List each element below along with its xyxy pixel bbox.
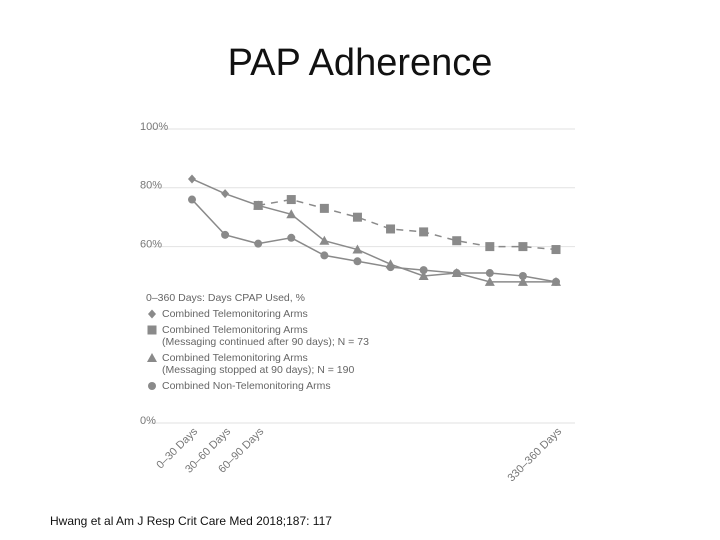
marker (386, 263, 395, 272)
marker (147, 353, 157, 362)
legend-item: Combined Telemonitoring Arms (Messaging … (146, 352, 369, 376)
legend-label: Combined Non-Telemonitoring Arms (162, 380, 331, 392)
marker (452, 269, 461, 278)
legend-item: Combined Telemonitoring Arms (146, 308, 369, 320)
marker (353, 257, 362, 266)
marker (552, 277, 560, 286)
marker (221, 230, 230, 239)
marker (518, 272, 527, 280)
y-tick-label: 100% (140, 121, 168, 133)
marker (485, 242, 495, 252)
marker (485, 269, 494, 278)
marker (517, 276, 528, 286)
marker (386, 224, 396, 234)
series-line (257, 204, 556, 283)
marker (484, 276, 495, 286)
marker (319, 203, 329, 213)
marker (551, 245, 561, 255)
marker (352, 244, 363, 254)
marker (188, 174, 196, 184)
legend-icon (148, 309, 156, 319)
marker (319, 235, 330, 245)
marker (418, 271, 429, 280)
legend-icon (148, 382, 156, 390)
marker (286, 209, 297, 219)
marker (253, 200, 264, 210)
legend-title: 0–360 Days: Days CPAP Used, % (146, 292, 305, 304)
marker (419, 266, 428, 275)
y-tick-label: 60% (140, 239, 162, 251)
y-tick-label: 80% (140, 180, 162, 192)
marker (221, 189, 230, 199)
legend-label: Combined Telemonitoring Arms (Messaging … (162, 352, 355, 376)
y-tick-label: 0% (140, 415, 156, 427)
marker (452, 236, 462, 246)
legend: 0–360 Days: Days CPAP Used, % Combined Te… (144, 290, 373, 394)
x-tick-label: 330–360 Days (505, 425, 564, 484)
series-line (191, 199, 557, 283)
marker (518, 242, 528, 252)
marker (148, 382, 156, 390)
marker (147, 325, 157, 335)
footnote: Hwang et al Am J Resp Crit Care Med 2018… (50, 514, 332, 528)
marker (148, 309, 156, 319)
series-line (258, 198, 557, 251)
slide-title: PAP Adherence (227, 42, 493, 84)
marker (254, 239, 263, 248)
marker (286, 195, 296, 205)
legend-label: Combined Telemonitoring Arms (Messaging … (162, 324, 369, 348)
marker (287, 233, 296, 242)
marker (188, 195, 196, 204)
legend-icon (147, 325, 157, 335)
marker (320, 251, 329, 260)
legend-item: Combined Non-Telemonitoring Arms (146, 380, 369, 392)
legend-item: Combined Telemonitoring Arms (Messaging … (146, 324, 369, 348)
marker (352, 212, 362, 222)
marker (419, 227, 429, 237)
legend-label: Combined Telemonitoring Arms (162, 308, 308, 320)
legend-icon (147, 353, 157, 362)
